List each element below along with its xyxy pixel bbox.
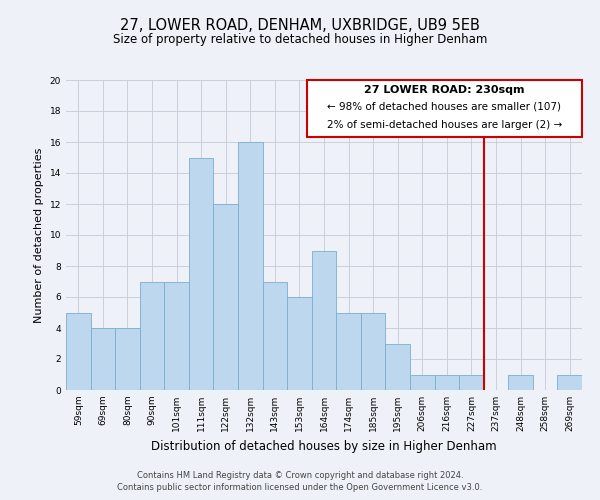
Text: Contains public sector information licensed under the Open Government Licence v3: Contains public sector information licen… — [118, 484, 482, 492]
Bar — [361, 312, 385, 390]
Bar — [164, 282, 189, 390]
Bar — [66, 312, 91, 390]
Bar — [459, 374, 484, 390]
Bar — [140, 282, 164, 390]
Bar — [91, 328, 115, 390]
Text: Contains HM Land Registry data © Crown copyright and database right 2024.: Contains HM Land Registry data © Crown c… — [137, 471, 463, 480]
Text: ← 98% of detached houses are smaller (107): ← 98% of detached houses are smaller (10… — [328, 102, 562, 112]
Bar — [410, 374, 434, 390]
Bar — [238, 142, 263, 390]
Bar — [557, 374, 582, 390]
Bar — [385, 344, 410, 390]
Bar — [115, 328, 140, 390]
X-axis label: Distribution of detached houses by size in Higher Denham: Distribution of detached houses by size … — [151, 440, 497, 452]
Bar — [287, 297, 312, 390]
Bar — [263, 282, 287, 390]
Text: 27, LOWER ROAD, DENHAM, UXBRIDGE, UB9 5EB: 27, LOWER ROAD, DENHAM, UXBRIDGE, UB9 5E… — [120, 18, 480, 32]
Bar — [336, 312, 361, 390]
Text: 2% of semi-detached houses are larger (2) →: 2% of semi-detached houses are larger (2… — [327, 120, 562, 130]
Bar — [434, 374, 459, 390]
Bar — [312, 250, 336, 390]
Bar — [508, 374, 533, 390]
Bar — [189, 158, 214, 390]
Text: 27 LOWER ROAD: 230sqm: 27 LOWER ROAD: 230sqm — [364, 85, 524, 95]
Bar — [214, 204, 238, 390]
Y-axis label: Number of detached properties: Number of detached properties — [34, 148, 44, 322]
FancyBboxPatch shape — [307, 80, 582, 138]
Text: Size of property relative to detached houses in Higher Denham: Size of property relative to detached ho… — [113, 32, 487, 46]
